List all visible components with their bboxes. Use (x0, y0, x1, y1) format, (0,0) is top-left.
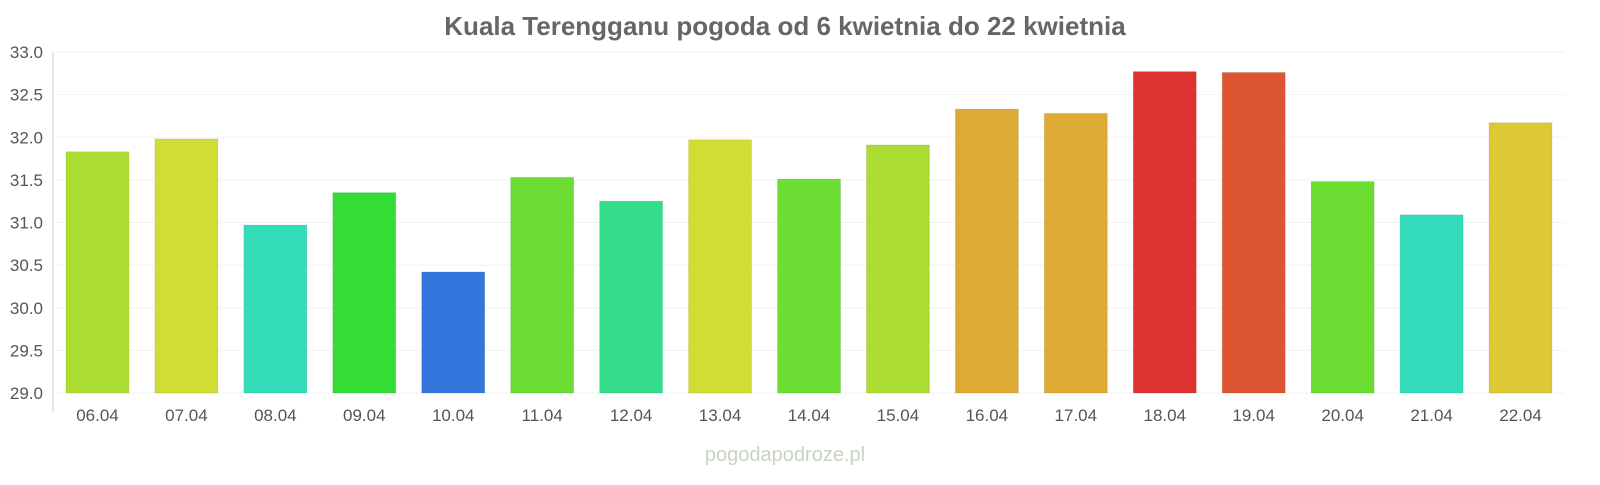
bar-16.04[interactable] (954, 108, 1019, 394)
bar-14.04[interactable] (777, 178, 841, 394)
y-tick-label: 33.0 (10, 43, 43, 62)
bar-18.04[interactable] (1132, 71, 1197, 394)
x-tick-label: 08.04 (254, 406, 297, 425)
x-tick-label: 18.04 (1143, 406, 1186, 425)
chart-title: Kuala Terengganu pogoda od 6 kwietnia do… (444, 11, 1126, 41)
x-tick-label: 09.04 (343, 406, 386, 425)
bar-07.04[interactable] (154, 138, 219, 394)
bar-09.04[interactable] (332, 192, 397, 394)
y-tick-label: 31.0 (10, 214, 43, 233)
y-tick-label: 30.5 (10, 256, 43, 275)
y-tick-label: 29.5 (10, 341, 43, 360)
x-tick-label: 13.04 (699, 406, 742, 425)
bar-21.04[interactable] (1399, 214, 1464, 394)
x-tick-label: 10.04 (432, 406, 475, 425)
y-tick-label: 31.5 (10, 171, 43, 190)
x-tick-label: 12.04 (610, 406, 653, 425)
bar-15.04[interactable] (865, 144, 930, 394)
y-tick-label: 30.0 (10, 299, 43, 318)
bar-12.04[interactable] (599, 200, 664, 394)
bar-20.04[interactable] (1310, 181, 1375, 394)
x-tick-label: 11.04 (522, 406, 563, 425)
bar-06.04[interactable] (65, 151, 130, 394)
x-tick-label: 14.04 (788, 406, 831, 425)
x-tick-label: 20.04 (1321, 406, 1364, 425)
bar-17.04[interactable] (1043, 112, 1108, 394)
x-tick-label: 17.04 (1055, 406, 1098, 425)
bar-22.04[interactable] (1488, 122, 1553, 394)
y-tick-label: 32.0 (10, 128, 43, 147)
x-tick-label: 21.04 (1410, 406, 1453, 425)
bar-13.04[interactable] (688, 139, 753, 394)
x-tick-label: 19.04 (1232, 406, 1275, 425)
y-tick-label: 29.0 (10, 384, 43, 403)
x-tick-label: 15.04 (877, 406, 920, 425)
watermark: pogodapodroze.pl (705, 444, 865, 466)
bar-11.04[interactable] (510, 176, 575, 394)
bar-08.04[interactable] (243, 224, 308, 394)
y-tick-label: 32.5 (10, 86, 43, 105)
bar-19.04[interactable] (1221, 71, 1286, 394)
x-tick-label: 06.04 (76, 406, 119, 425)
x-tick-label: 22.04 (1499, 406, 1542, 425)
x-tick-label: 16.04 (966, 406, 1009, 425)
x-tick-label: 07.04 (165, 406, 208, 425)
bar-10.04[interactable] (421, 271, 486, 394)
